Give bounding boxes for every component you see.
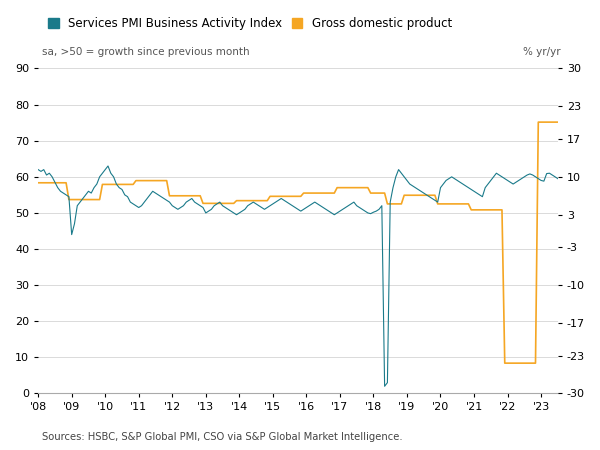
Text: Sources: HSBC, S&P Global PMI, CSO via S&P Global Market Intelligence.: Sources: HSBC, S&P Global PMI, CSO via S… <box>42 432 403 442</box>
Text: % yr/yr: % yr/yr <box>523 47 561 57</box>
Legend: Services PMI Business Activity Index, Gross domestic product: Services PMI Business Activity Index, Gr… <box>48 17 452 30</box>
Text: sa, >50 = growth since previous month: sa, >50 = growth since previous month <box>42 47 250 57</box>
